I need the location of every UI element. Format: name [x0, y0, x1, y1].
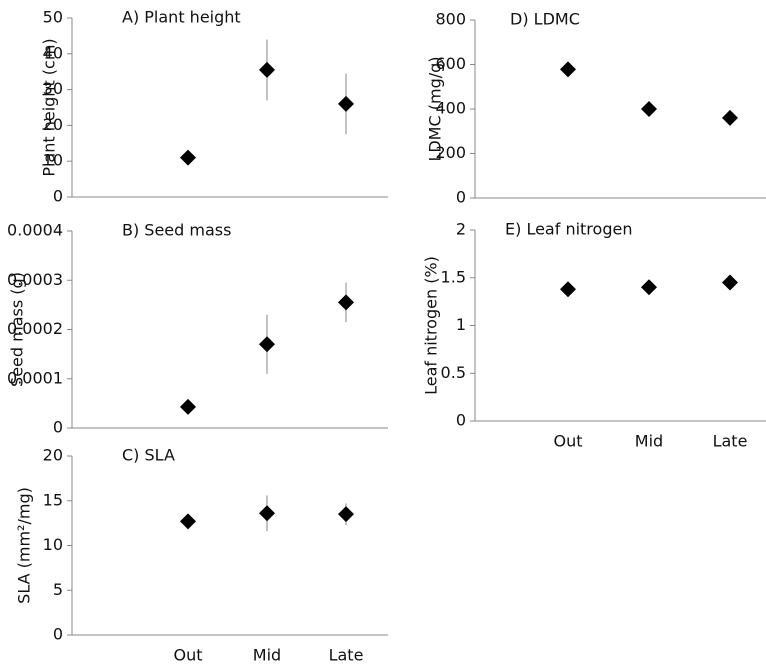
marker: [259, 336, 275, 353]
y-tick-label: 20: [43, 446, 63, 465]
panel-title: B) Seed mass: [122, 221, 231, 240]
y-tick-label: 20: [43, 115, 63, 134]
y-tick-label: 0: [53, 187, 63, 206]
y-tick-label: 10: [43, 535, 63, 554]
y-tick-label: 0: [53, 418, 63, 437]
y-tick-label: 1.5: [441, 267, 466, 286]
y-tick-label: 400: [435, 99, 466, 118]
y-tick-label: 0: [53, 625, 63, 644]
marker: [338, 294, 354, 311]
x-tick-label: Mid: [635, 432, 663, 451]
marker: [180, 513, 196, 530]
marker: [259, 61, 275, 78]
y-tick-label: 50: [43, 8, 63, 27]
y-tick-label: 2: [456, 220, 466, 239]
y-tick-label: 0.0004: [7, 221, 63, 240]
y-axis-label: Plant height (cm): [40, 38, 59, 176]
marker: [180, 149, 196, 166]
y-tick-label: 0.5: [441, 363, 466, 382]
y-tick-label: 0.0001: [7, 368, 63, 387]
x-tick-label: Late: [329, 646, 364, 665]
y-tick-label: 600: [435, 54, 466, 73]
panel-title: E) Leaf nitrogen: [505, 220, 632, 239]
y-tick-label: 10: [43, 151, 63, 170]
y-axis-label: SLA (mm²/mg): [15, 487, 34, 604]
x-tick-label: Out: [173, 646, 202, 665]
marker: [180, 398, 196, 415]
marker: [338, 506, 354, 523]
y-tick-label: 200: [435, 143, 466, 162]
x-tick-label: Out: [553, 432, 582, 451]
y-axis-label: Seed mass (g): [8, 272, 27, 387]
y-tick-label: 0: [456, 188, 466, 207]
y-tick-label: 0: [456, 411, 466, 430]
marker: [259, 505, 275, 522]
y-tick-label: 15: [43, 490, 63, 509]
y-tick-label: 0.0003: [7, 270, 63, 289]
marker: [722, 274, 738, 291]
y-axis-label: LDMC (mg/g): [426, 56, 445, 161]
y-tick-label: 1: [456, 315, 466, 334]
y-tick-label: 800: [435, 10, 466, 29]
y-axis-label: Leaf nitrogen (%): [422, 256, 441, 395]
y-tick-label: 30: [43, 79, 63, 98]
marker: [722, 109, 738, 126]
y-tick-label: 0.0002: [7, 319, 63, 338]
panel-title: C) SLA: [122, 446, 175, 465]
marker: [560, 61, 576, 78]
marker: [560, 281, 576, 298]
x-tick-label: Mid: [253, 646, 281, 665]
y-tick-label: 5: [53, 580, 63, 599]
y-tick-label: 40: [43, 43, 63, 62]
panel-title: A) Plant height: [122, 8, 241, 27]
marker: [641, 101, 657, 117]
x-tick-label: Late: [713, 432, 748, 451]
marker: [641, 279, 657, 296]
marker: [338, 95, 354, 112]
panel-title: D) LDMC: [510, 10, 580, 29]
